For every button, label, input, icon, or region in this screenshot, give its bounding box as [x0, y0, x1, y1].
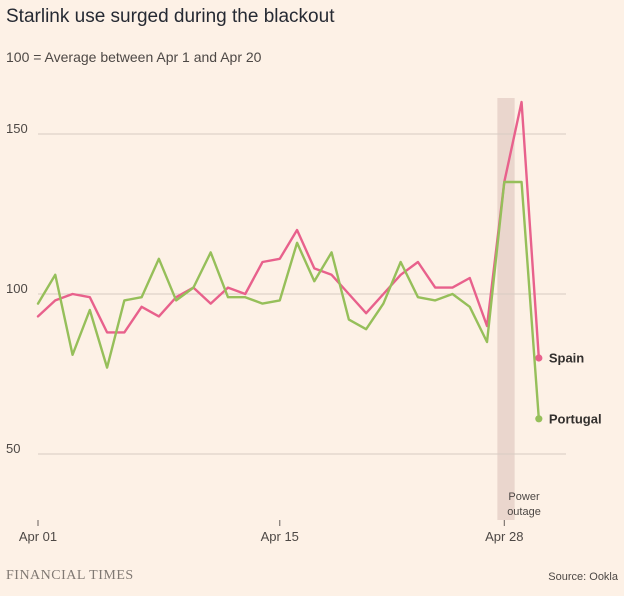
power-outage-label: Power outage	[507, 491, 541, 518]
power-outage-label-line: Power	[508, 491, 540, 503]
power-outage-band	[497, 98, 515, 520]
power-outage-label-line: outage	[507, 506, 541, 518]
series-lines: Spain Portugal	[36, 100, 602, 426]
y-tick-label-150: 150	[6, 121, 28, 136]
y-tick-label-100: 100	[6, 281, 28, 296]
series-end-marker-spain	[535, 354, 543, 362]
y-tick-label-50: 50	[6, 441, 20, 456]
x-tick-label-15: Apr 15	[261, 529, 299, 544]
publisher-logo: FINANCIAL TIMES	[6, 568, 134, 583]
series-end-marker-portugal	[535, 415, 543, 423]
x-tick-label-1: Apr 01	[19, 529, 57, 544]
source-note: Source: Ookla	[548, 571, 618, 583]
series-label-portugal: Portugal	[549, 411, 602, 426]
series-line-spain	[36, 100, 541, 360]
x-axis: Apr 01 Apr 15 Apr 28	[19, 520, 523, 544]
series-line-portugal	[36, 180, 541, 420]
gridlines: 50 100 150	[6, 121, 566, 456]
x-tick-label-28: Apr 28	[485, 529, 523, 544]
chart-title: Starlink use surged during the blackout	[6, 6, 335, 27]
series-label-spain: Spain	[549, 351, 584, 366]
chart-subtitle: 100 = Average between Apr 1 and Apr 20	[6, 49, 262, 65]
